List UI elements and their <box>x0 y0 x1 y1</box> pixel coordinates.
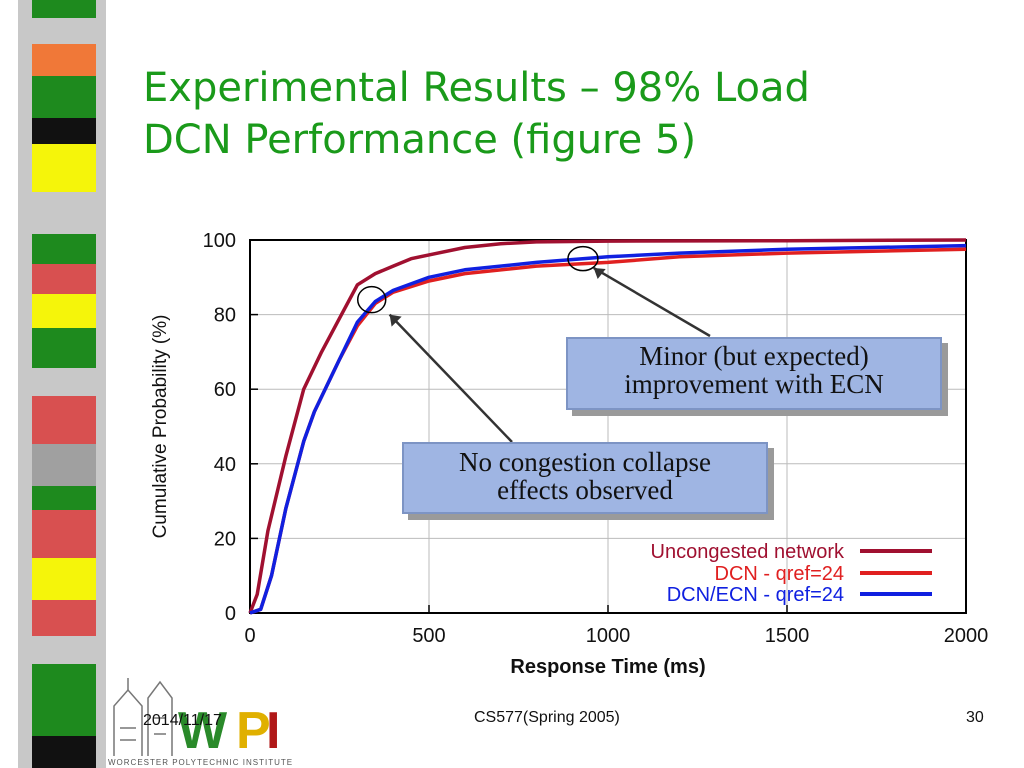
x-tick-label: 2000 <box>944 625 989 647</box>
chart-grid <box>250 240 966 613</box>
x-tick-label: 1000 <box>586 625 631 647</box>
stripe-block <box>32 294 96 328</box>
stripe-block <box>32 264 96 294</box>
stripe-block <box>32 44 96 76</box>
legend-label: Uncongested network <box>651 541 845 563</box>
series-line-1 <box>248 238 967 614</box>
callout-no-line-1: No congestion collapse <box>459 447 711 477</box>
annotation-arrow <box>593 266 711 338</box>
y-tick-label: 20 <box>214 528 236 550</box>
x-tick-label: 1500 <box>765 625 810 647</box>
stripe-block <box>32 192 96 234</box>
callout-minor-line-2: improvement with ECN <box>624 369 884 399</box>
x-tick-label: 500 <box>412 625 445 647</box>
title-line-1: Experimental Results – 98% Load <box>143 65 810 111</box>
callout-minor-improvement: Minor (but expected) improvement with EC… <box>566 337 942 410</box>
annotation-circle <box>567 245 599 272</box>
y-axis-label: Cumulative Probability (%) <box>150 315 171 539</box>
cdf-chart: 0 500 1000 1500 2000 0 20 40 60 80 100 Uncongested… <box>150 230 989 678</box>
y-tick-label: 80 <box>214 305 236 327</box>
stripe-block <box>32 396 96 444</box>
annotation-arrowhead <box>389 314 402 327</box>
annotations <box>356 245 711 443</box>
stripe-block <box>32 118 96 144</box>
stripe-block <box>32 18 96 44</box>
slide-title: Experimental Results – 98% Load DCN Perf… <box>143 62 810 166</box>
stripe-block <box>32 510 96 558</box>
x-axis-label: Response Time (ms) <box>510 656 705 678</box>
series-line-3 <box>249 243 967 615</box>
annotation-arrowhead <box>593 267 606 279</box>
stripe-block <box>32 600 96 636</box>
stripe-block <box>32 636 96 664</box>
stripe-block <box>32 444 96 486</box>
svg-text:P: P <box>236 702 271 760</box>
stripe-block <box>32 368 96 396</box>
stripe-block <box>32 76 96 118</box>
y-tick-label: 0 <box>225 603 236 625</box>
legend-label: DCN/ECN - qref=24 <box>667 584 844 606</box>
annotation-circle <box>356 285 387 314</box>
callout-no-collapse: No congestion collapse effects observed <box>402 442 768 514</box>
y-tick-label: 100 <box>203 230 236 252</box>
stripe-block <box>32 558 96 600</box>
footer-page-number: 30 <box>966 709 984 726</box>
stripe-block <box>32 486 96 510</box>
footer-date: 2014/11/17 <box>143 712 222 729</box>
svg-text:I: I <box>266 702 280 760</box>
logo-subtext: WORCESTER POLYTECHNIC INSTITUTE <box>108 758 294 767</box>
wpi-logo: W P I <box>113 678 280 760</box>
stripe-block <box>32 144 96 192</box>
stripe-block <box>32 0 96 18</box>
series-lines <box>248 238 967 615</box>
footer-course: CS577(Spring 2005) <box>474 709 620 726</box>
x-tick-label: 0 <box>244 625 255 647</box>
title-line-2: DCN Performance (figure 5) <box>143 117 697 163</box>
stripe-block <box>32 328 96 368</box>
legend-label: DCN - qref=24 <box>715 563 845 585</box>
callout-no-line-2: effects observed <box>497 475 673 505</box>
callout-minor-line-1: Minor (but expected) <box>639 341 869 371</box>
axis-ticks: 0 500 1000 1500 2000 0 20 40 60 80 100 <box>203 230 989 647</box>
y-tick-label: 60 <box>214 379 236 401</box>
annotation-arrow <box>388 313 513 443</box>
y-tick-label: 40 <box>214 454 236 476</box>
stripe-block <box>32 664 96 736</box>
stripe-block <box>32 736 96 768</box>
decorative-stripes <box>32 0 96 768</box>
svg-text:W: W <box>178 702 228 760</box>
stripe-block <box>32 234 96 264</box>
